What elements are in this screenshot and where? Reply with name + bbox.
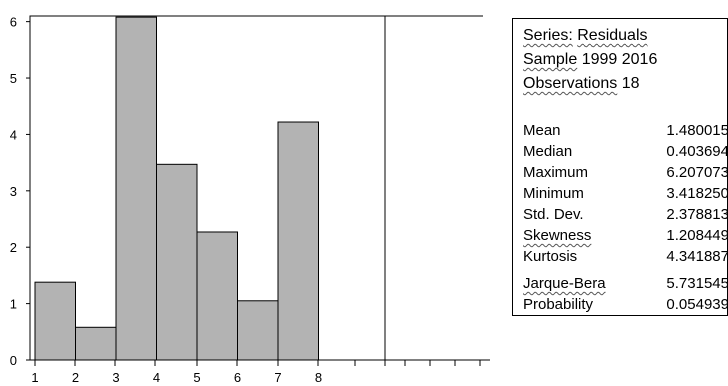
- stat-value-std-dev: 2.378813: [666, 206, 728, 223]
- plot-frame: [29, 15, 483, 360]
- observations-label: Observations: [523, 75, 618, 92]
- probability-value: 0.054939: [666, 296, 728, 313]
- y-tick-label: 0: [10, 353, 17, 368]
- x-tick-label: 3: [112, 370, 119, 385]
- stat-label-maximum: Maximum: [523, 164, 589, 181]
- sample-label: Sample: [523, 51, 578, 68]
- stat-label-kurtosis: Kurtosis: [523, 248, 578, 265]
- series-value: Residuals: [577, 27, 648, 44]
- histogram-bar-3: [115, 16, 157, 361]
- y-tick-label: 1: [10, 297, 17, 312]
- x-tick-label: 4: [153, 370, 160, 385]
- jarque-bera-label: Jarque-Bera: [523, 275, 606, 292]
- histogram-bar-6: [237, 300, 279, 361]
- stat-value-maximum: 6.207073: [666, 164, 728, 181]
- x-tick-label: 2: [72, 370, 79, 385]
- probability-label: Probability: [523, 296, 594, 313]
- histogram-bar-7: [277, 121, 319, 361]
- x-tick-label: 6: [234, 370, 241, 385]
- stat-label-minimum: Minimum: [523, 185, 584, 202]
- y-tick-label: 2: [10, 240, 17, 255]
- stat-value-mean: 1.480015: [666, 122, 728, 139]
- y-tick-label: 4: [10, 127, 17, 142]
- x-tick-label: 5: [193, 370, 200, 385]
- histogram-bar-4: [156, 163, 198, 361]
- sample-line: Sample 1999 2016: [523, 51, 657, 69]
- y-tick-label: 6: [10, 15, 17, 30]
- histogram-bar-1: [34, 281, 76, 361]
- x-tick-label: 8: [315, 370, 322, 385]
- series-line: Series: Residuals: [523, 27, 648, 45]
- histogram-bar-2: [75, 326, 117, 361]
- y-tick-label: 3: [10, 184, 17, 199]
- stat-value-kurtosis: 4.341887: [666, 248, 728, 265]
- jarque-bera-value: 5.731545: [666, 275, 728, 292]
- y-tick-label: 5: [10, 71, 17, 86]
- stat-label-skewness: Skewness: [523, 227, 592, 244]
- stat-label-std-dev: Std. Dev.: [523, 206, 584, 223]
- histogram-bar-5: [196, 231, 238, 361]
- x-tick-label: 1: [31, 370, 38, 385]
- stat-label-mean: Mean: [523, 122, 561, 139]
- stat-label-median: Median: [523, 143, 573, 160]
- observations-line: Observations 18: [523, 75, 640, 93]
- series-label: Series:: [523, 27, 573, 44]
- sample-value: 1999 2016: [581, 51, 658, 68]
- observations-value: 18: [621, 75, 640, 92]
- stat-value-median: 0.403694: [666, 143, 728, 160]
- stat-value-skewness: 1.208449: [666, 227, 728, 244]
- x-tick-label: 7: [274, 370, 281, 385]
- stat-value-minimum: 3.418250: [666, 185, 728, 202]
- stats-panel: Series: Residuals Sample 1999 2016 Obser…: [512, 18, 728, 316]
